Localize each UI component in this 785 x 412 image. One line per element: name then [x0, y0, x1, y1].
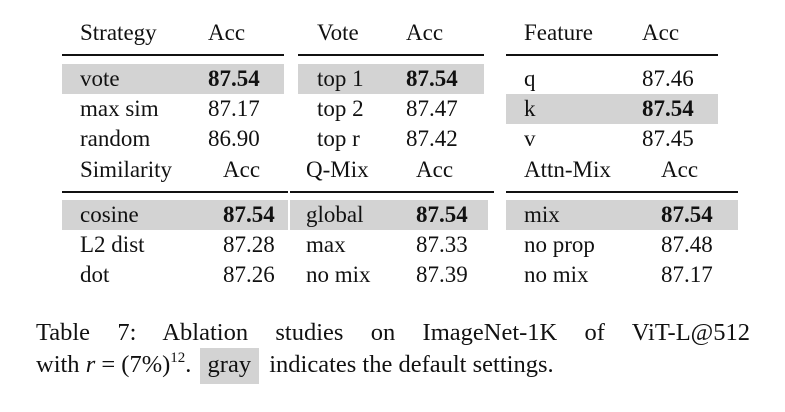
- row-label: global: [306, 202, 364, 227]
- math-exponent: 12: [170, 350, 186, 366]
- table-row: top r 87.42: [298, 124, 484, 154]
- header-rule: [506, 191, 738, 193]
- table-header: Vote Acc: [298, 18, 484, 48]
- header-rule: [298, 54, 484, 56]
- caption-line-2: with r = (7%)12. gray indicates the defa…: [36, 348, 750, 384]
- table-row: L2 dist 87.28: [62, 230, 288, 260]
- row-acc: 87.42: [406, 126, 458, 151]
- row-acc: 87.17: [661, 262, 713, 287]
- row-label: max: [306, 232, 346, 257]
- column-header-acc: Acc: [223, 157, 261, 182]
- row-acc: 87.54: [208, 66, 260, 91]
- table-row: v 87.45: [506, 124, 718, 154]
- math-expression: = (7%): [95, 351, 171, 378]
- table-feature: Feature Acc q 87.46 k 87.54 v 87.45: [506, 18, 718, 154]
- row-label: vote: [80, 66, 120, 91]
- row-label: no prop: [524, 232, 595, 257]
- row-acc: 87.33: [416, 232, 468, 257]
- row-label: top r: [317, 126, 360, 151]
- column-header-label: Attn-Mix: [524, 157, 611, 182]
- table-row: no mix 87.39: [290, 260, 494, 290]
- header-rule: [506, 54, 718, 56]
- table-row-default: k 87.54: [506, 94, 718, 124]
- table-row-default: mix 87.54: [506, 200, 738, 230]
- table-row: max 87.33: [290, 230, 494, 260]
- caption-period: .: [185, 351, 192, 378]
- row-label: v: [524, 126, 536, 151]
- table-row-default: cosine 87.54: [62, 200, 288, 230]
- caption-line-1: Table 7: Ablation studies on ImageNet-1K…: [36, 319, 750, 346]
- table-caption: Table 7: Ablation studies on ImageNet-1K…: [36, 318, 750, 384]
- header-rule: [62, 54, 284, 56]
- row-acc: 87.39: [416, 262, 468, 287]
- row-label: no mix: [306, 262, 371, 287]
- row-label: mix: [524, 202, 560, 227]
- column-header-acc: Acc: [416, 157, 454, 182]
- row-acc: 87.46: [642, 66, 694, 91]
- row-acc: 87.48: [661, 232, 713, 257]
- column-header-label: Vote: [317, 20, 359, 45]
- table-header: Similarity Acc: [62, 155, 288, 185]
- table-row: dot 87.26: [62, 260, 288, 290]
- table-header: Attn-Mix Acc: [506, 155, 738, 185]
- row-acc: 87.28: [223, 232, 275, 257]
- caption-suffix: indicates the default settings.: [269, 351, 554, 378]
- row-label: L2 dist: [80, 232, 145, 257]
- table-header: Strategy Acc: [62, 18, 284, 48]
- row-acc: 87.45: [642, 126, 694, 151]
- caption-prefix: with: [36, 351, 80, 378]
- row-acc: 87.54: [642, 96, 694, 121]
- row-acc: 87.54: [661, 202, 713, 227]
- table-row: no mix 87.17: [506, 260, 738, 290]
- math-variable: r: [85, 351, 96, 378]
- table-row: no prop 87.48: [506, 230, 738, 260]
- column-header-acc: Acc: [406, 20, 444, 45]
- row-label: random: [80, 126, 151, 151]
- row-label: q: [524, 66, 536, 91]
- column-header-acc: Acc: [661, 157, 699, 182]
- row-label: top 1: [317, 66, 364, 91]
- column-header-label: Strategy: [80, 20, 157, 45]
- table-row-default: global 87.54: [290, 200, 488, 230]
- table-row-default: top 1 87.54: [298, 64, 484, 94]
- row-acc: 87.47: [406, 96, 458, 121]
- table-row: q 87.46: [506, 64, 718, 94]
- gray-swatch: gray: [199, 348, 260, 384]
- table-row: top 2 87.47: [298, 94, 484, 124]
- row-label: k: [524, 96, 536, 121]
- table-row: max sim 87.17: [62, 94, 284, 124]
- table-row: random 86.90: [62, 124, 284, 154]
- row-acc: 86.90: [208, 126, 260, 151]
- row-label: max sim: [80, 96, 159, 121]
- column-header-acc: Acc: [208, 20, 246, 45]
- column-header-label: Similarity: [80, 157, 172, 182]
- row-label: top 2: [317, 96, 364, 121]
- row-label: no mix: [524, 262, 589, 287]
- row-acc: 87.54: [406, 66, 458, 91]
- row-label: dot: [80, 262, 110, 287]
- table-similarity: Similarity Acc cosine 87.54 L2 dist 87.2…: [62, 155, 288, 291]
- table-strategy: Strategy Acc vote 87.54 max sim 87.17 ra…: [62, 18, 284, 154]
- column-header-label: Feature: [524, 20, 593, 45]
- column-header-acc: Acc: [642, 20, 680, 45]
- row-acc: 87.54: [223, 202, 275, 227]
- header-rule: [62, 191, 288, 193]
- row-acc: 87.26: [223, 262, 275, 287]
- table-attn-mix: Attn-Mix Acc mix 87.54 no prop 87.48 no …: [506, 155, 738, 291]
- row-label: cosine: [80, 202, 139, 227]
- row-acc: 87.17: [208, 96, 260, 121]
- header-rule: [290, 191, 494, 193]
- table-row-default: vote 87.54: [62, 64, 284, 94]
- table-q-mix: Q-Mix Acc global 87.54 max 87.33 no mix …: [290, 155, 494, 291]
- row-acc: 87.54: [416, 202, 468, 227]
- table-header: Feature Acc: [506, 18, 718, 48]
- table-header: Q-Mix Acc: [290, 155, 494, 185]
- table-vote: Vote Acc top 1 87.54 top 2 87.47 top r 8…: [298, 18, 484, 154]
- column-header-label: Q-Mix: [306, 157, 369, 182]
